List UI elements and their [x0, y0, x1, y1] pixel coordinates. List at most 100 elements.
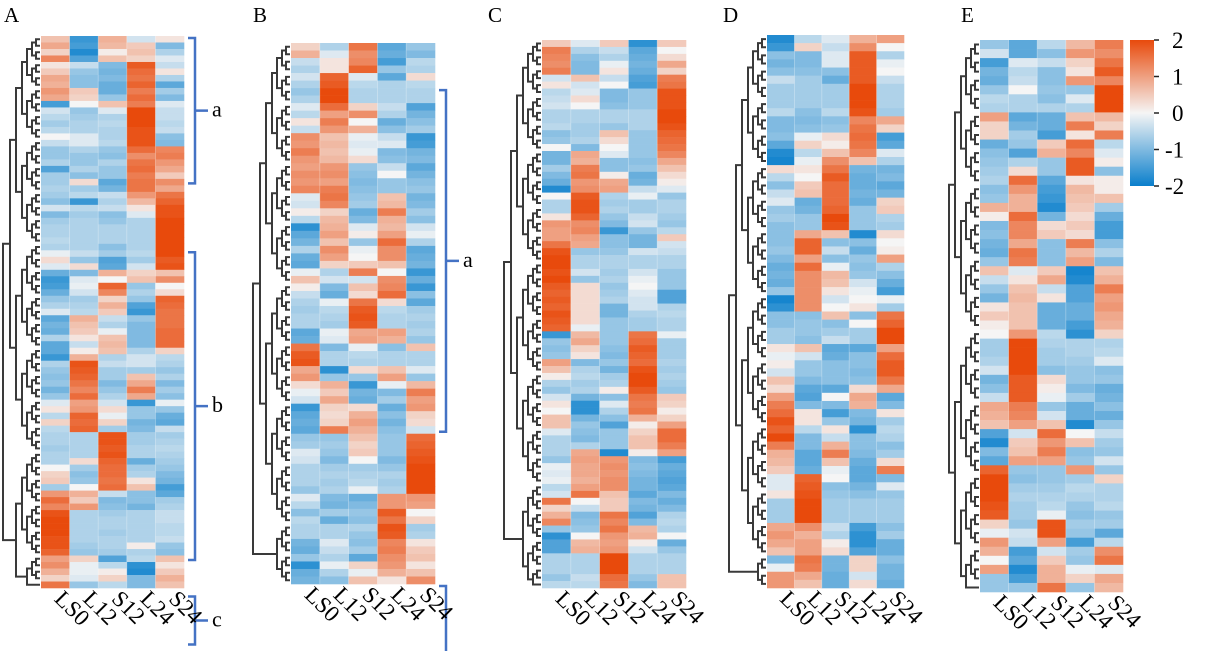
heatmap-cell [291, 531, 321, 540]
heatmap-cell [126, 529, 156, 537]
heatmap-cell [41, 568, 70, 576]
heatmap-cell [767, 514, 795, 524]
heatmap-cell [599, 449, 629, 457]
dendrogram-branch [285, 526, 290, 537]
heatmap-cell [69, 568, 99, 576]
heatmap-cell [348, 411, 378, 419]
heatmap-cell [980, 94, 1009, 104]
heatmap-cell [126, 295, 156, 303]
heatmap-cell [628, 296, 658, 304]
heatmap-cell [876, 433, 905, 442]
dendrogram-branch [35, 362, 40, 372]
heatmap-cell [1008, 383, 1038, 394]
dendrogram-branch [536, 70, 541, 80]
heatmap-cell [69, 100, 99, 108]
dendrogram-branch [536, 333, 541, 343]
heatmap-cell [570, 241, 600, 249]
heatmap-cell [377, 88, 407, 96]
heatmap-cell [794, 506, 823, 516]
dendrogram-branch [285, 406, 290, 416]
heatmap-cell [876, 173, 905, 182]
heatmap-cell [155, 224, 185, 232]
heatmap-cell [348, 538, 378, 547]
heatmap-cell [155, 568, 185, 576]
heatmap-cell [1094, 121, 1124, 131]
heatmap-cell [628, 241, 658, 249]
heatmap-cell [821, 83, 850, 93]
heatmap-cell [291, 516, 321, 525]
heatmap-cell [821, 539, 850, 548]
heatmap-cell [876, 449, 905, 459]
heatmap-cell [570, 130, 600, 138]
heatmap-cell [319, 448, 349, 457]
heatmap-cell [849, 425, 877, 434]
bracket-line [188, 595, 208, 646]
heatmap-cell [69, 55, 99, 63]
heatmap-cell [291, 43, 321, 51]
heatmap-cell [126, 471, 156, 478]
heatmap-cell [406, 125, 436, 134]
heatmap-cell [155, 87, 185, 95]
heatmap-cell [406, 268, 436, 277]
heatmap-cell [41, 87, 70, 95]
heatmap-cell [1065, 157, 1095, 167]
dendrogram-branch [761, 103, 766, 114]
heatmap-cell [1008, 474, 1038, 484]
dendrogram-branch [761, 168, 766, 179]
heatmap-cell [41, 360, 70, 368]
heatmap-cell [570, 123, 600, 131]
heatmap-cell [570, 310, 600, 318]
heatmap-cell [599, 532, 629, 540]
heatmap-cell [821, 441, 850, 451]
heatmap-cell [69, 393, 99, 400]
heatmap-cell [348, 185, 378, 194]
heatmap-cell [126, 139, 156, 147]
heatmap-cell [821, 352, 850, 361]
heatmap-cell [155, 159, 185, 167]
heatmap-cell [69, 165, 99, 173]
heatmap-cell [657, 275, 687, 284]
dendrogram-branch [536, 430, 541, 440]
heatmap-cell [319, 298, 349, 307]
heatmap-cell [794, 441, 823, 451]
heatmap-cell [98, 159, 128, 167]
heatmap-cell [1037, 420, 1067, 430]
heatmap-cell [980, 49, 1009, 59]
dendrogram-branch [2, 242, 16, 542]
heatmap-cell [69, 276, 99, 284]
dendrogram-branch [536, 514, 541, 524]
heatmap-cell [319, 193, 349, 202]
dendrogram-branch [974, 242, 979, 254]
heatmap-cell [69, 386, 99, 394]
heatmap-cell [406, 478, 436, 487]
heatmap-cell [406, 260, 436, 269]
dendrogram-branch [35, 531, 40, 541]
heatmap-cell [1094, 411, 1124, 421]
heatmap-cell [599, 220, 629, 228]
heatmap-cell [570, 81, 600, 89]
heatmap-cell [628, 213, 658, 221]
heatmap-cell [657, 421, 687, 429]
heatmap-cell [69, 510, 99, 517]
heatmap-cell [348, 305, 378, 314]
heatmap-cell [570, 449, 600, 457]
heatmap-cell [1065, 103, 1095, 113]
heatmap-cell [599, 560, 629, 568]
heatmap-cell [542, 386, 572, 395]
heatmap-cell [69, 282, 99, 290]
heatmap-cell [406, 351, 436, 359]
heatmap-cell [876, 270, 905, 280]
heatmap-cell [570, 567, 600, 575]
heatmap-cell [41, 250, 70, 258]
heatmap-cell [377, 403, 407, 412]
heatmap-cell [1037, 58, 1067, 68]
heatmap-cell [377, 170, 407, 179]
heatmap-cell [126, 165, 156, 173]
dendrogram-branch [35, 285, 40, 294]
heatmap-cell [319, 245, 349, 254]
heatmap-cell [570, 60, 600, 69]
cluster-bracket-b: b [439, 584, 448, 651]
heatmap-cell [155, 263, 185, 271]
heatmap-cell [542, 109, 572, 117]
heatmap-cell [69, 289, 99, 297]
